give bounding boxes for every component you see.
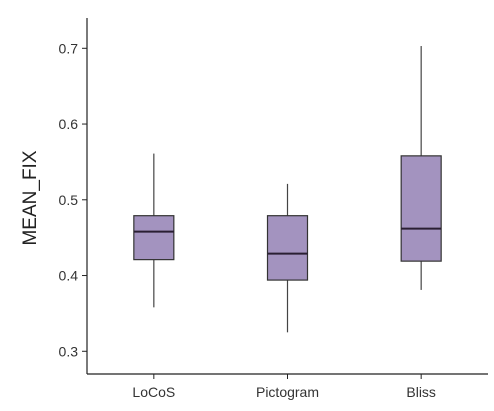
x-tick-label: Bliss [406,384,436,400]
x-tick-label: Pictogram [256,384,319,400]
box-body [133,215,175,261]
x-tick-label: LoCoS [132,384,175,400]
y-tick-label: 0.3 [59,343,79,359]
y-tick-label: 0.7 [59,40,79,56]
box-body [400,155,442,262]
y-tick-label: 0.4 [59,268,79,284]
y-axis-title: MEAN_FIX [20,150,41,245]
y-tick-label: 0.5 [59,192,79,208]
box-body [266,215,309,281]
y-tick-label: 0.6 [59,116,79,132]
